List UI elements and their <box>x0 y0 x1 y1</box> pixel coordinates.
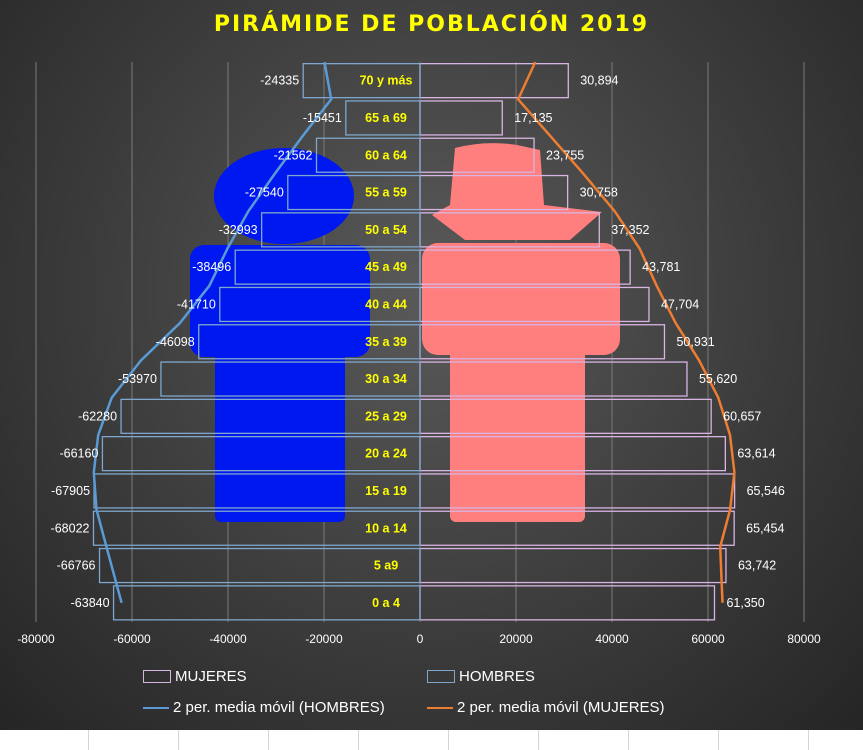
legend: MUJERES HOMBRES 2 per. media móvil (HOMB… <box>0 660 863 725</box>
data-label-hombres: -21562 <box>274 148 313 162</box>
legend-item-ma-hombres: 2 per. media móvil (HOMBRES) <box>143 699 385 716</box>
data-label-hombres: -66160 <box>59 447 98 461</box>
x-tick-label: 60000 <box>691 632 725 646</box>
category-label: 5 a9 <box>374 559 398 573</box>
category-label: 25 a 29 <box>365 409 407 423</box>
legend-label-ma-mujeres: 2 per. media móvil (MUJERES) <box>457 699 665 716</box>
data-label-mujeres: 65,454 <box>746 521 784 535</box>
bar-hombres <box>315 137 421 173</box>
data-label-hombres: -53970 <box>118 372 157 386</box>
x-tick-label: 20000 <box>499 632 533 646</box>
x-tick-label: 80000 <box>787 632 821 646</box>
trendline-hombres <box>92 61 333 604</box>
x-tick-label: 40000 <box>595 632 629 646</box>
data-label-hombres: -38496 <box>192 260 231 274</box>
woman-figure-icon <box>422 143 620 522</box>
bar-hombres <box>345 100 421 136</box>
data-label-mujeres: 50,931 <box>676 335 714 349</box>
category-label: 30 a 34 <box>365 372 407 386</box>
legend-label-hombres: HOMBRES <box>459 668 535 685</box>
legend-item-ma-mujeres: 2 per. media móvil (MUJERES) <box>427 699 665 716</box>
legend-label-mujeres: MUJERES <box>175 668 247 685</box>
data-label-mujeres: 43,781 <box>642 260 680 274</box>
data-label-mujeres: 60,657 <box>723 409 761 423</box>
bar-mujeres <box>419 547 727 584</box>
category-label: 50 a 54 <box>365 223 407 237</box>
bar-hombres <box>260 212 421 248</box>
category-label: 20 a 24 <box>365 447 407 461</box>
x-tick-label: -40000 <box>209 632 247 646</box>
data-label-mujeres: 23,755 <box>546 148 584 162</box>
bar-mujeres <box>419 585 716 621</box>
category-label: 45 a 49 <box>365 260 407 274</box>
bar-mujeres <box>419 63 569 99</box>
data-label-mujeres: 37,352 <box>611 223 649 237</box>
category-label: 0 a 4 <box>372 596 400 610</box>
chart-area: PIRÁMIDE DE POBLACIÓN 2019 0 a 4 61,350 -6… <box>0 0 863 730</box>
pyramid-chart: 0 a 4 61,350 -63840 5 a9 63,742 -66766 10 a 14… <box>17 61 821 646</box>
legend-line-ma-hombres <box>143 706 169 709</box>
legend-swatch-hombres <box>427 670 455 683</box>
data-label-mujeres: 63,614 <box>737 447 775 461</box>
bar-mujeres <box>419 100 503 136</box>
category-label: 10 a 14 <box>365 521 407 535</box>
x-tick-label: -80000 <box>17 632 55 646</box>
data-label-mujeres: 65,546 <box>747 484 785 498</box>
category-label: 40 a 44 <box>365 297 407 311</box>
data-label-mujeres: 47,704 <box>661 297 699 311</box>
category-label: 60 a 64 <box>365 148 407 162</box>
data-label-hombres: -63840 <box>71 596 110 610</box>
category-label: 65 a 69 <box>365 111 407 125</box>
chart-title: PIRÁMIDE DE POBLACIÓN 2019 <box>213 12 650 37</box>
bar-hombres <box>120 398 421 435</box>
bar-hombres <box>287 174 421 211</box>
data-label-hombres: -32993 <box>219 223 258 237</box>
data-label-hombres: -41710 <box>177 297 216 311</box>
trendline-mujeres <box>516 61 736 603</box>
category-label: 55 a 59 <box>365 186 407 200</box>
category-label: 35 a 39 <box>365 335 407 349</box>
bar-hombres <box>219 286 421 323</box>
x-tick-label: 0 <box>417 632 424 646</box>
data-label-mujeres: 61,350 <box>726 596 764 610</box>
data-label-hombres: -66766 <box>57 559 96 573</box>
data-label-mujeres: 17,135 <box>514 111 552 125</box>
data-label-hombres: -62280 <box>78 409 117 423</box>
category-label: 70 y más <box>360 74 413 88</box>
data-label-hombres: -15451 <box>303 111 342 125</box>
bar-hombres <box>198 324 421 360</box>
data-label-mujeres: 55,620 <box>699 372 737 386</box>
x-tick-label: -20000 <box>305 632 343 646</box>
legend-item-mujeres: MUJERES <box>143 668 247 685</box>
category-label: 15 a 19 <box>365 484 407 498</box>
legend-item-hombres: HOMBRES <box>427 668 535 685</box>
data-label-hombres: -67905 <box>51 484 90 498</box>
x-tick-label: -60000 <box>113 632 151 646</box>
man-figure-icon <box>190 148 370 522</box>
data-label-hombres: -27540 <box>245 186 284 200</box>
data-label-mujeres: 63,742 <box>738 559 776 573</box>
bar-hombres <box>160 361 421 397</box>
data-label-hombres: -46098 <box>156 335 195 349</box>
data-label-hombres: -68022 <box>51 521 90 535</box>
data-label-mujeres: 30,758 <box>580 186 618 200</box>
legend-label-ma-hombres: 2 per. media móvil (HOMBRES) <box>173 699 385 716</box>
bar-hombres <box>101 435 421 472</box>
bar-hombres <box>302 63 421 99</box>
data-label-hombres: -24335 <box>260 74 299 88</box>
bar-hombres <box>98 547 421 584</box>
legend-line-ma-mujeres <box>427 706 453 709</box>
bar-hombres <box>234 249 421 285</box>
bar-hombres <box>112 585 421 621</box>
data-label-mujeres: 30,894 <box>580 74 618 88</box>
legend-swatch-mujeres <box>143 670 171 683</box>
spreadsheet-grid <box>0 730 863 750</box>
bar-hombres <box>92 510 421 546</box>
